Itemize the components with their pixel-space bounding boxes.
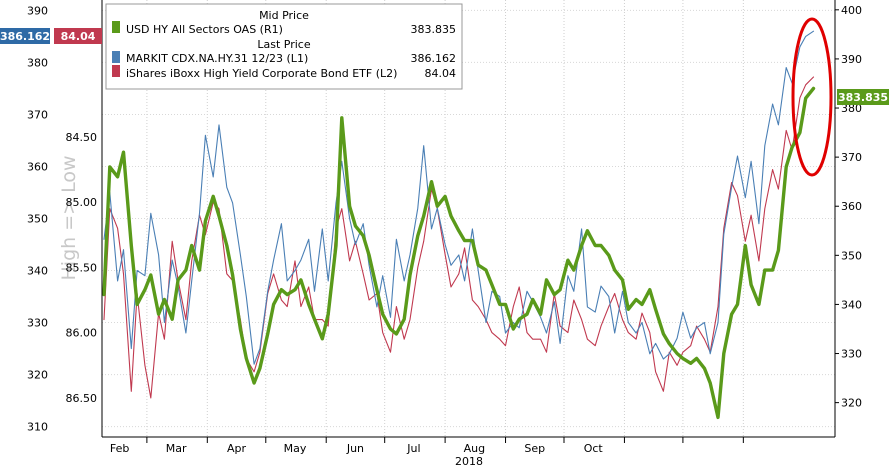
- legend[interactable]: Mid Price USD HY All Sectors OAS (R1) 38…: [105, 3, 463, 90]
- l1-tick-label: 370: [27, 108, 48, 121]
- badge-r1-text: 383.835: [838, 91, 888, 104]
- legend-value-cdx: 386.162: [411, 52, 457, 65]
- l2-tick-label: 86.00: [66, 327, 98, 340]
- month-label-jul: Jul: [406, 442, 420, 455]
- l1-tick-label: 390: [27, 4, 48, 17]
- watermark-text: High => Low: [58, 155, 80, 280]
- month-label-apr: Apr: [227, 442, 247, 455]
- l2-tick-label: 85.00: [66, 196, 98, 209]
- r1-tick-label: 340: [841, 298, 862, 311]
- month-label-sep: Sep: [524, 442, 545, 455]
- legend-header-mid: Mid Price: [259, 9, 309, 22]
- month-label-feb: Feb: [110, 442, 129, 455]
- month-label-may: May: [284, 442, 307, 455]
- l2-tick-label: 85.50: [66, 261, 98, 274]
- axes: [101, 0, 836, 438]
- l1-tick-label: 310: [27, 421, 48, 434]
- r1-tick-label: 390: [841, 53, 862, 66]
- series-lines: [102, 30, 816, 420]
- r1-tick-label: 320: [841, 397, 862, 410]
- legend-value-oas: 383.835: [411, 23, 457, 36]
- legend-swatch-oas: [112, 21, 120, 33]
- badge-l2-box: [54, 28, 102, 44]
- l1-tick-label: 380: [27, 56, 48, 69]
- r1-tick-label: 330: [841, 348, 862, 361]
- legend-value-hyg: 84.04: [425, 67, 457, 80]
- series-line-r1: [102, 86, 816, 420]
- l2-tick-label: 84.50: [66, 131, 98, 144]
- last-value-badges: 386.162 84.04 383.835: [0, 28, 889, 105]
- l1-tick-label: 360: [27, 160, 48, 173]
- l1-tick-label: 320: [27, 369, 48, 382]
- legend-swatch-cdx: [112, 51, 120, 63]
- r1-tick-label: 400: [841, 4, 862, 17]
- legend-entry-hyg: iShares iBoxx High Yield Corporate Bond …: [126, 67, 397, 80]
- l2-tick-label: 86.50: [66, 392, 98, 405]
- badge-l1-box: [0, 28, 50, 44]
- axis-ticks: 390 380 370 360 350 340 330 320 310 84.50 85.00 85.…: [27, 4, 862, 443]
- month-label-aug: Aug: [464, 442, 485, 455]
- legend-entry-cdx: MARKIT CDX.NA.HY.31 12/23 (L1): [126, 52, 308, 65]
- month-labels: Feb Mar Apr May Jun Jul Aug Sep Oct: [110, 442, 604, 455]
- legend-box: [105, 3, 463, 90]
- badge-r1-box: [837, 89, 889, 105]
- l1-tick-label: 340: [27, 265, 48, 278]
- l1-tick-label: 350: [27, 213, 48, 226]
- badge-l1-text: 386.162: [0, 30, 50, 43]
- month-label-jun: Jun: [346, 442, 364, 455]
- badge-l2-text: 84.04: [61, 30, 96, 43]
- legend-swatch-hyg: [112, 65, 120, 77]
- r1-tick-label: 360: [841, 200, 862, 213]
- month-label-oct: Oct: [584, 442, 604, 455]
- series-line-l1: [103, 30, 815, 365]
- legend-header-last: Last Price: [257, 38, 310, 51]
- legend-entry-oas: USD HY All Sectors OAS (R1): [126, 23, 283, 36]
- highlight-ellipse: [791, 17, 833, 177]
- r1-tick-label: 380: [841, 102, 862, 115]
- l1-tick-label: 330: [27, 317, 48, 330]
- r1-tick-label: 370: [841, 151, 862, 164]
- r1-tick-label: 350: [841, 249, 862, 262]
- month-label-mar: Mar: [166, 442, 187, 455]
- year-label: 2018: [455, 455, 483, 468]
